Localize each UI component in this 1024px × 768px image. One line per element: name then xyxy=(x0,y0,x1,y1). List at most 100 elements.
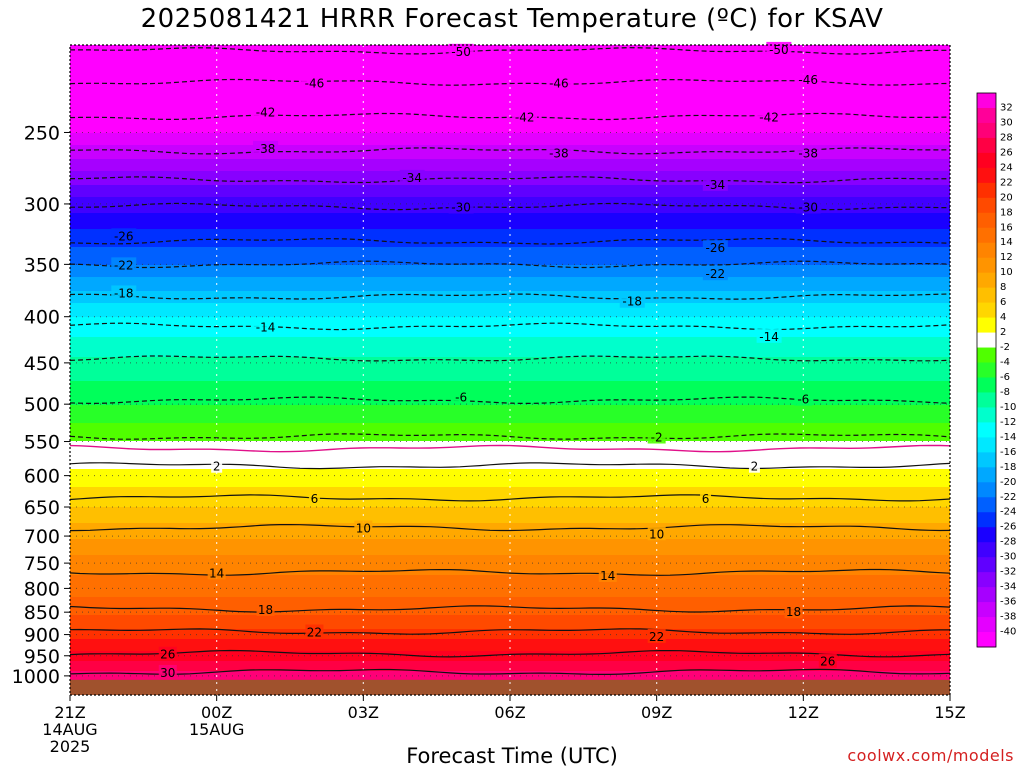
contour-label: -38 xyxy=(256,142,276,156)
legend-label: 18 xyxy=(1000,207,1013,218)
field-strip xyxy=(70,433,950,436)
contour-label: 2 xyxy=(751,460,759,474)
field-strip xyxy=(70,505,950,508)
contour-label: -38 xyxy=(549,146,569,160)
legend-swatch xyxy=(977,182,996,199)
field-strip xyxy=(70,203,950,206)
legend-swatch xyxy=(977,557,996,573)
legend-label: -28 xyxy=(1000,537,1016,548)
field-strip xyxy=(70,165,950,168)
x-tick-label: 00Z xyxy=(201,703,232,722)
field-strip xyxy=(70,517,950,520)
field-strip xyxy=(70,621,950,624)
field-strip xyxy=(70,645,950,648)
legend-label: -2 xyxy=(1000,342,1010,353)
contour-label: -34 xyxy=(402,171,422,185)
legend-swatch xyxy=(977,317,996,334)
field-strip xyxy=(70,245,950,248)
legend-label: -34 xyxy=(1000,582,1016,593)
field-strip xyxy=(70,257,950,260)
field-strip xyxy=(70,123,950,126)
field-strip xyxy=(70,167,950,170)
field-strip xyxy=(70,147,950,150)
field-strip xyxy=(70,375,950,378)
field-strip xyxy=(70,53,950,56)
legend-swatch xyxy=(977,497,996,513)
field-strip xyxy=(70,575,950,578)
field-strip xyxy=(70,125,950,128)
contour-label-bg xyxy=(766,41,792,56)
field-strip xyxy=(70,221,950,224)
legend-label: -14 xyxy=(1000,432,1016,443)
legend-swatch xyxy=(977,362,996,378)
field-strip xyxy=(70,573,950,576)
field-strip xyxy=(70,501,950,504)
x-tick-label: 15Z xyxy=(934,703,965,722)
field-strip xyxy=(70,377,950,380)
field-strip xyxy=(70,343,950,346)
contour-label: -26 xyxy=(114,229,134,243)
credit-link[interactable]: coolwx.com/models xyxy=(847,746,1014,765)
field-strip xyxy=(70,137,950,140)
field-strip xyxy=(70,231,950,234)
chart-title: 2025081421 HRRR Forecast Temperature (ºC… xyxy=(140,4,884,34)
legend-label: 10 xyxy=(1000,267,1013,278)
field-strip xyxy=(70,151,950,154)
contour-label-bg xyxy=(111,285,137,300)
legend-swatch xyxy=(977,107,996,124)
legend-swatch xyxy=(977,332,996,349)
contour-6 xyxy=(69,494,951,502)
field-strip xyxy=(70,95,950,98)
legend-swatch xyxy=(977,632,996,648)
contour-label: 10 xyxy=(649,527,664,541)
field-strip xyxy=(70,105,950,108)
field-strip xyxy=(70,607,950,610)
legend-swatch xyxy=(977,407,996,423)
legend-swatch xyxy=(977,527,996,543)
y-tick-label: 750 xyxy=(24,553,60,575)
y-tick-label: 700 xyxy=(24,526,60,548)
field-strip xyxy=(70,491,950,494)
x-tick-label: 09Z xyxy=(641,703,672,722)
contour-label-bg xyxy=(305,624,324,639)
field-strip xyxy=(70,631,950,634)
legend-swatch xyxy=(977,197,996,214)
contour-label-bg xyxy=(794,391,813,406)
field-strip xyxy=(70,351,950,354)
contour-label: 22 xyxy=(649,630,664,644)
contour-label: 18 xyxy=(258,603,273,617)
contour-label-bg xyxy=(702,240,728,255)
field-strip xyxy=(70,201,950,204)
y-tick-label: 400 xyxy=(24,307,60,329)
x-tick-label: 06Z xyxy=(494,703,525,722)
legend-swatch xyxy=(977,572,996,588)
field-strip xyxy=(70,207,950,210)
contour-26 xyxy=(69,649,951,658)
field-strip xyxy=(70,119,950,122)
contour-label-bg xyxy=(308,490,320,505)
field-strip xyxy=(70,617,950,620)
legend-swatch xyxy=(977,137,996,154)
field-strip xyxy=(70,183,950,186)
field-strip xyxy=(70,553,950,556)
contour--18 xyxy=(69,293,951,300)
contour-label: -30 xyxy=(451,201,471,215)
contour--50 xyxy=(70,47,950,55)
contour-label-bg xyxy=(702,266,728,281)
field-strip xyxy=(70,329,950,332)
field-strip xyxy=(70,655,950,658)
contour-label-bg xyxy=(158,646,177,661)
field-strip xyxy=(70,439,950,442)
field-strip xyxy=(70,539,950,542)
field-strip xyxy=(70,193,950,196)
contour-label: 26 xyxy=(160,648,175,662)
legend-label: 30 xyxy=(1000,117,1013,128)
field-strip xyxy=(70,61,950,64)
legend-swatch xyxy=(977,467,996,483)
field-strip xyxy=(70,397,950,400)
field-strip xyxy=(70,225,950,228)
field-strip xyxy=(70,363,950,366)
y-tick-label: 600 xyxy=(24,466,60,488)
field-strip xyxy=(70,301,950,304)
